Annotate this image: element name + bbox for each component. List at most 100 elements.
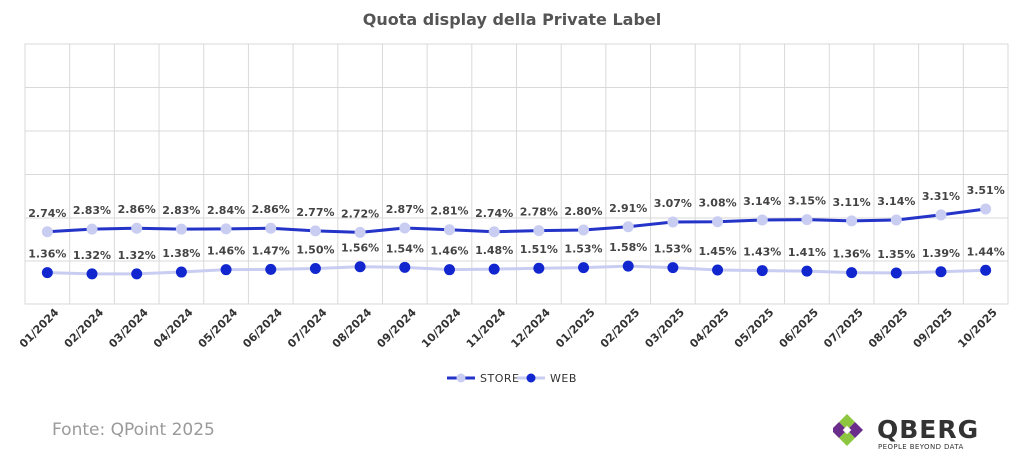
data-label-store: 3.15%	[788, 195, 826, 208]
data-point-web	[578, 262, 590, 274]
data-point-store	[801, 214, 813, 226]
data-point-store	[175, 223, 187, 235]
data-point-web	[980, 264, 992, 276]
data-point-store	[756, 214, 768, 226]
x-tick-label: 05/2025	[732, 306, 777, 351]
x-tick-label: 07/2025	[821, 306, 866, 351]
x-tick-label: 02/2025	[598, 306, 643, 351]
data-point-store	[846, 215, 858, 227]
data-label-store: 2.87%	[386, 203, 424, 216]
data-point-store	[533, 225, 545, 237]
data-label-web: 1.46%	[430, 245, 468, 258]
x-tick-label: 10/2024	[419, 306, 464, 351]
data-point-store	[354, 226, 366, 238]
series-markers	[41, 203, 992, 280]
legend-label-store: STORE	[480, 372, 519, 385]
x-tick-label: 07/2024	[285, 306, 330, 351]
data-label-store: 2.78%	[520, 206, 558, 219]
x-tick-label: 08/2025	[866, 306, 911, 351]
data-label-web: 1.39%	[922, 247, 960, 260]
data-label-store: 3.08%	[698, 197, 736, 210]
data-point-store	[578, 224, 590, 236]
data-label-store: 2.86%	[252, 203, 290, 216]
data-label-web: 1.54%	[386, 242, 424, 255]
data-label-store: 2.77%	[296, 206, 334, 219]
data-label-store: 2.91%	[609, 202, 647, 215]
data-label-web: 1.32%	[73, 249, 111, 262]
data-point-web	[533, 262, 545, 274]
data-label-store: 2.74%	[475, 207, 513, 220]
data-label-web: 1.53%	[654, 243, 692, 256]
data-point-store	[265, 222, 277, 234]
data-point-web	[131, 268, 143, 280]
logo-name: QBERG	[877, 415, 979, 444]
data-point-web	[175, 266, 187, 278]
data-label-store: 2.81%	[430, 205, 468, 218]
x-tick-label: 12/2024	[508, 306, 553, 351]
x-tick-label: 11/2024	[464, 306, 509, 351]
data-point-store	[488, 226, 500, 238]
data-label-web: 1.53%	[564, 243, 602, 256]
x-tick-label: 08/2024	[330, 306, 375, 351]
data-point-web	[846, 267, 858, 279]
logo-tagline: PEOPLE BEYOND DATA	[878, 443, 964, 451]
data-label-web: 1.47%	[252, 244, 290, 257]
qberg-logo-mark	[833, 414, 863, 446]
x-tick-label: 03/2024	[106, 306, 151, 351]
data-point-store	[309, 225, 321, 237]
x-tick-label: 03/2025	[642, 306, 687, 351]
data-point-web	[86, 268, 98, 280]
legend: STORE WEB	[447, 372, 576, 385]
series-lines	[47, 207, 986, 276]
series-line-web	[47, 264, 986, 276]
data-point-store	[890, 214, 902, 226]
x-tick-label: 10/2025	[955, 306, 1000, 351]
data-label-store: 2.83%	[73, 204, 111, 217]
data-point-web	[622, 260, 634, 272]
x-tick-label: 04/2024	[151, 306, 196, 351]
data-point-web	[354, 261, 366, 273]
data-label-web: 1.36%	[28, 248, 66, 261]
qberg-logo: QBERG PEOPLE BEYOND DATA	[833, 414, 979, 451]
chart-grid	[24, 43, 1009, 305]
data-label-web: 1.50%	[296, 244, 334, 257]
data-label-store: 3.14%	[877, 195, 915, 208]
x-tick-label: 06/2025	[777, 306, 822, 351]
x-tick-label: 01/2025	[553, 306, 598, 351]
data-label-web: 1.56%	[341, 242, 379, 255]
x-tick-label: 09/2025	[911, 306, 956, 351]
source-note: Fonte: QPoint 2025	[52, 420, 215, 440]
data-label-store: 2.83%	[162, 204, 200, 217]
data-point-web	[801, 265, 813, 277]
data-point-store	[667, 216, 679, 228]
data-label-web: 1.46%	[207, 245, 245, 258]
data-point-web	[756, 265, 768, 277]
data-label-store: 3.14%	[743, 195, 781, 208]
data-point-store	[980, 203, 992, 215]
x-tick-label: 09/2024	[374, 306, 419, 351]
data-label-store: 3.07%	[654, 197, 692, 210]
x-axis-ticks: 01/2024 02/2024 03/2024 04/2024 05/2024 06/20…	[17, 306, 1000, 351]
data-label-web: 1.44%	[967, 245, 1005, 258]
data-label-web: 1.58%	[609, 241, 647, 254]
data-labels: 2.74% 2.83% 2.86% 2.83% 2.84% 2.86% 2.77% 2.72%…	[28, 184, 1004, 262]
data-label-web: 1.51%	[520, 243, 558, 256]
data-label-store: 2.86%	[118, 203, 156, 216]
x-tick-label: 02/2024	[62, 306, 107, 351]
data-point-store	[712, 216, 724, 228]
data-label-web: 1.45%	[698, 245, 736, 258]
data-point-web	[220, 264, 232, 276]
data-point-store	[443, 224, 455, 236]
data-point-store	[399, 222, 411, 234]
data-point-store	[131, 222, 143, 234]
data-point-web	[309, 263, 321, 274]
legend-marker-store	[456, 373, 466, 383]
data-point-web	[890, 267, 902, 279]
chart-title: Quota display della Private Label	[363, 10, 662, 29]
data-label-store: 3.51%	[967, 184, 1005, 197]
data-point-web	[443, 264, 455, 276]
data-label-store: 3.11%	[833, 196, 871, 209]
data-point-store	[41, 226, 53, 238]
data-label-web: 1.43%	[743, 246, 781, 259]
